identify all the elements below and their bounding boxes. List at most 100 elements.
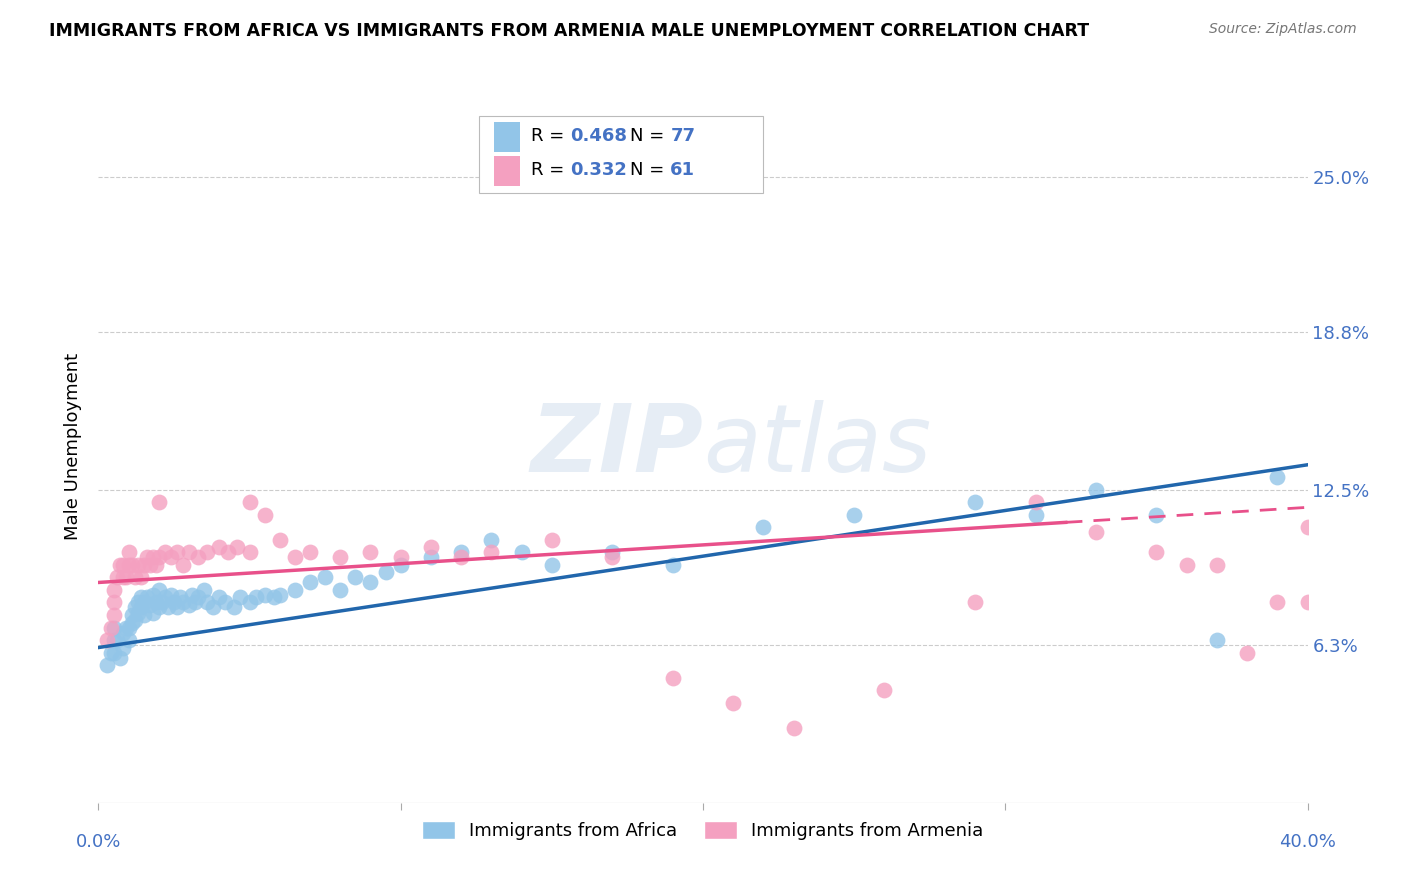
Point [481,533,503,547]
Point [124,613,146,627]
Point [145,558,167,572]
Point [602,550,624,565]
Point [873,683,896,698]
Point [1085,483,1108,497]
Point [114,621,136,635]
Point [172,595,194,609]
Point [142,606,165,620]
Point [1267,595,1289,609]
Point [253,588,276,602]
Point [1267,470,1289,484]
Point [1175,558,1198,572]
Point [181,588,204,602]
Point [148,550,170,565]
Point [148,582,170,597]
Point [103,633,125,648]
Point [1296,520,1319,534]
Point [195,545,218,559]
Point [179,545,201,559]
Text: 0.468: 0.468 [569,128,627,145]
Point [389,550,412,565]
Text: N =: N = [630,161,671,178]
Point [100,621,122,635]
Point [169,591,191,605]
Point [253,508,276,522]
Point [153,591,176,605]
Point [103,646,125,660]
Point [184,595,207,609]
Point [344,570,367,584]
Point [172,558,194,572]
Point [156,600,179,615]
Point [96,633,118,648]
Point [118,545,141,559]
Point [118,558,141,572]
Point [239,495,262,509]
Point [108,650,131,665]
Point [195,595,218,609]
Point [329,550,352,565]
Point [299,545,322,559]
Point [374,566,396,580]
Text: 0.0%: 0.0% [76,833,121,851]
Point [139,558,162,572]
Point [142,550,165,565]
Point [965,595,987,609]
Point [148,495,170,509]
Text: Source: ZipAtlas.com: Source: ZipAtlas.com [1209,22,1357,37]
Point [1144,545,1167,559]
Point [245,591,267,605]
Point [420,541,443,555]
Point [139,598,162,612]
Point [420,550,443,565]
Point [360,545,382,559]
Point [166,600,188,615]
Point [103,595,125,609]
Point [129,570,152,584]
Point [314,570,336,584]
Text: 0.332: 0.332 [569,161,627,178]
Point [160,550,183,565]
Point [132,558,155,572]
Point [214,595,236,609]
Point [127,595,149,609]
Point [105,633,128,648]
Point [121,615,143,630]
Point [145,595,167,609]
Point [450,545,472,559]
Point [118,621,141,635]
Point [150,595,173,609]
Point [1206,558,1229,572]
Point [965,495,987,509]
Point [284,582,307,597]
Point [193,582,215,597]
Point [239,545,262,559]
Point [1024,508,1046,522]
Point [132,595,155,609]
Point [124,570,146,584]
Text: R =: R = [531,128,571,145]
Point [105,570,128,584]
Point [129,600,152,615]
Point [166,545,188,559]
Legend: Immigrants from Africa, Immigrants from Armenia: Immigrants from Africa, Immigrants from … [415,814,991,847]
Point [752,520,775,534]
Point [450,550,472,565]
Point [723,696,745,710]
Point [1085,525,1108,540]
Point [661,671,683,685]
Point [616,145,638,159]
Point [481,545,503,559]
Point [783,721,806,735]
Point [118,633,141,648]
Point [1206,633,1229,648]
Bar [494,155,520,186]
Point [127,558,149,572]
Point [153,545,176,559]
Point [844,508,866,522]
Point [299,575,322,590]
Point [187,550,209,565]
FancyBboxPatch shape [479,116,763,193]
Point [602,545,624,559]
Point [226,541,249,555]
